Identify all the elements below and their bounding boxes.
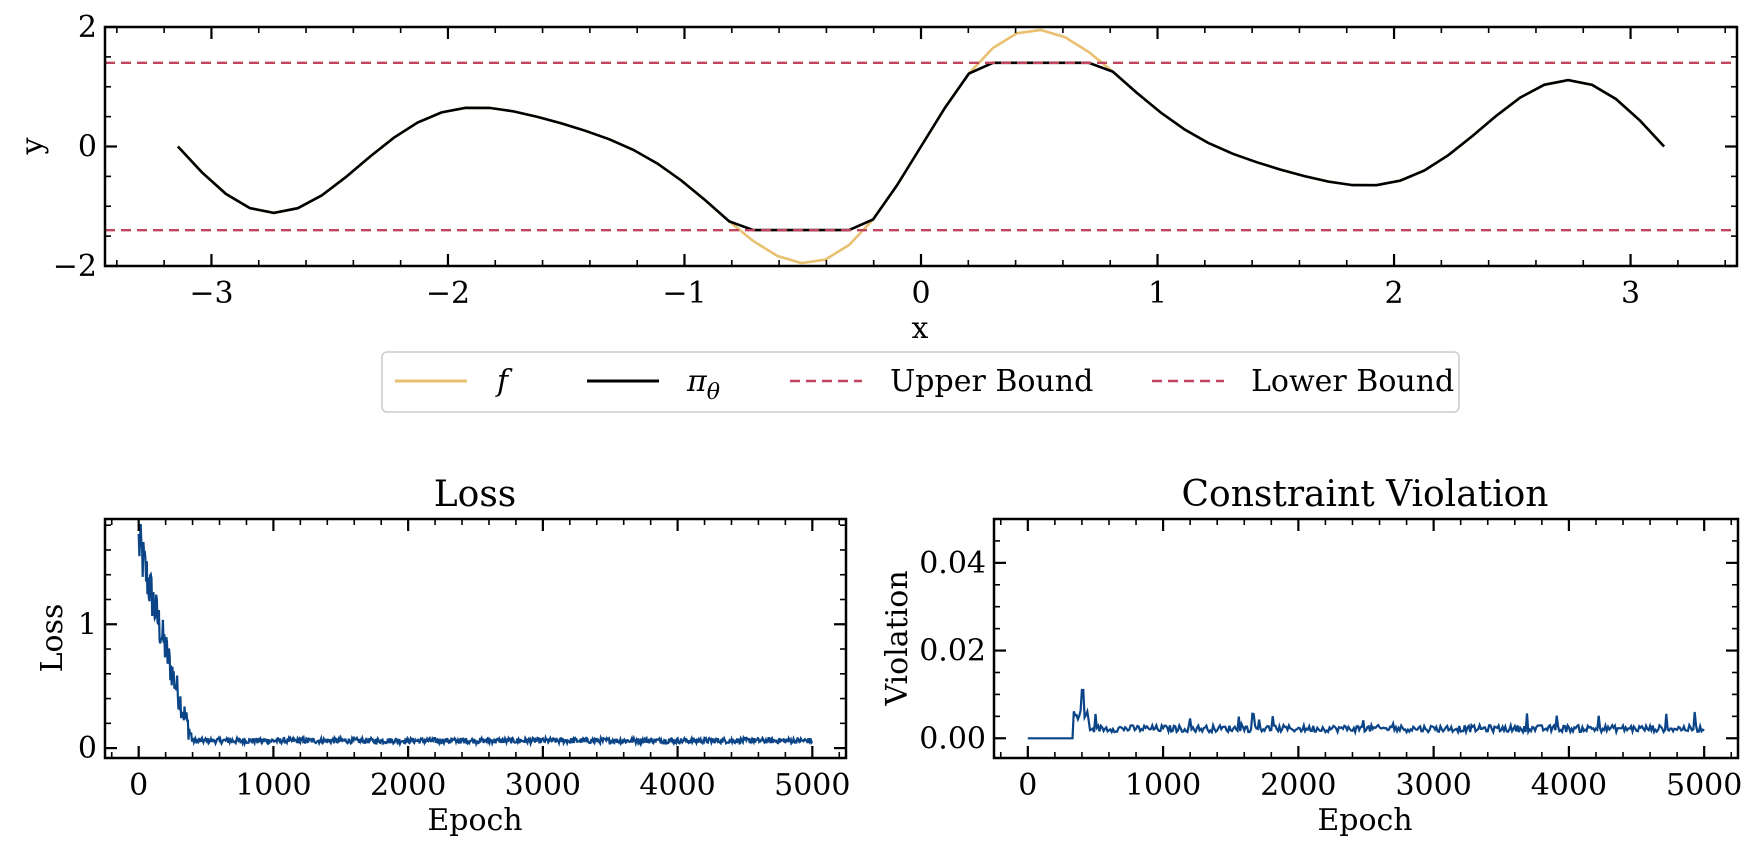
legend: f πθ Upper Bound Lower Bound bbox=[381, 351, 1460, 413]
top-xtick-label: 2 bbox=[1384, 276, 1403, 311]
loss-title: Loss bbox=[434, 474, 517, 515]
violation-ytick-label: 0.02 bbox=[919, 634, 986, 669]
legend-pi-symbol: π bbox=[686, 364, 708, 399]
violation-xtick-label: 3000 bbox=[1395, 768, 1471, 803]
violation-title: Constraint Violation bbox=[1182, 474, 1549, 515]
violation-plot-frame bbox=[992, 517, 1740, 760]
top-xtick-label: −1 bbox=[662, 276, 706, 311]
violation-xlabel: Epoch bbox=[1317, 803, 1412, 838]
violation-series-line bbox=[1027, 688, 1705, 740]
violation-xtick-label: 1000 bbox=[1125, 768, 1201, 803]
top-panel: −3 −2 −1 0 1 2 3 −2 0 2 x y bbox=[15, 10, 1739, 346]
top-xtick-label: −3 bbox=[189, 276, 233, 311]
top-ylabel: y bbox=[15, 137, 50, 155]
loss-ytick-label: 0 bbox=[78, 731, 97, 766]
top-xtick-label: 1 bbox=[1148, 276, 1167, 311]
legend-lower-label: Lower Bound bbox=[1251, 364, 1454, 399]
violation-panel: Constraint Violation 0 1000 2000 3000 4000 50… bbox=[880, 474, 1742, 838]
pi-theta-series-line bbox=[176, 61, 1666, 232]
top-xtick-label: 3 bbox=[1621, 276, 1640, 311]
top-ytick-label: 2 bbox=[78, 10, 97, 45]
violation-xtick-label: 0 bbox=[1018, 768, 1037, 803]
violation-xtick-label: 2000 bbox=[1260, 768, 1336, 803]
loss-xtick-label: 0 bbox=[129, 768, 148, 803]
loss-plot-frame bbox=[103, 517, 848, 760]
loss-panel: Loss 0 1000 2000 3000 4000 5000 0 1 Epoch Loss bbox=[35, 474, 850, 838]
loss-ylabel: Loss bbox=[35, 604, 70, 673]
legend-frame bbox=[381, 351, 1460, 413]
loss-xlabel: Epoch bbox=[427, 803, 522, 838]
violation-ylabel: Violation bbox=[880, 570, 915, 706]
legend-upper-label: Upper Bound bbox=[890, 364, 1093, 399]
top-ytick-label: 0 bbox=[78, 130, 97, 165]
top-ytick-label: −2 bbox=[53, 249, 97, 284]
violation-xtick-label: 4000 bbox=[1531, 768, 1607, 803]
violation-ytick-label: 0.00 bbox=[919, 721, 986, 756]
loss-xtick-label: 5000 bbox=[774, 768, 850, 803]
violation-xtick-label: 5000 bbox=[1666, 768, 1742, 803]
loss-series-line bbox=[137, 523, 814, 748]
top-xtick-label: 0 bbox=[911, 276, 930, 311]
violation-ytick-label: 0.04 bbox=[919, 546, 986, 581]
top-xlabel: x bbox=[912, 311, 929, 346]
loss-xtick-label: 2000 bbox=[370, 768, 446, 803]
top-xtick-label: −2 bbox=[426, 276, 470, 311]
loss-ytick-label: 1 bbox=[78, 607, 97, 642]
loss-xtick-label: 4000 bbox=[639, 768, 715, 803]
loss-xtick-label: 1000 bbox=[235, 768, 311, 803]
legend-pi-subscript: θ bbox=[707, 380, 720, 405]
legend-pi-label: πθ bbox=[686, 364, 720, 405]
loss-xtick-label: 3000 bbox=[505, 768, 581, 803]
